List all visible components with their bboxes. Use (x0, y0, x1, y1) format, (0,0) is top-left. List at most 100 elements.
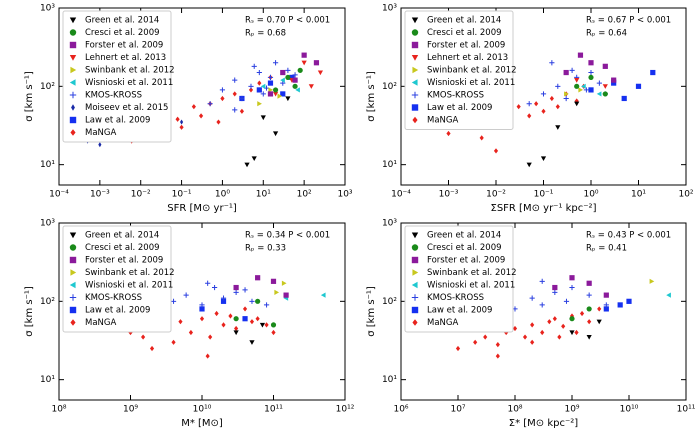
data-point (255, 275, 261, 281)
data-point (626, 298, 632, 304)
legend-label: Law et al. 2009 (85, 306, 150, 316)
data-point (534, 101, 539, 107)
legend-label: Swinbank et al. 2012 (427, 66, 517, 76)
data-point (547, 319, 552, 325)
data-point (191, 104, 196, 110)
data-point (257, 80, 262, 86)
data-point (175, 116, 180, 122)
data-point (557, 334, 562, 340)
data-point (249, 319, 255, 325)
points (455, 275, 671, 359)
legend-marker (412, 116, 418, 124)
legend-box (404, 10, 514, 130)
legend-marker (69, 281, 76, 289)
data-point (539, 278, 545, 284)
data-point (586, 334, 592, 340)
legend-label: Green et al. 2014 (427, 16, 501, 26)
data-point (249, 298, 255, 304)
legend-label: Swinbank et al. 2012 (85, 268, 175, 278)
x-axis-label: SFR [M⊙ yr⁻¹] (167, 203, 237, 214)
y-tick-label: 10³ (40, 219, 55, 229)
annotation: Rₚ = 0.64 (586, 29, 627, 39)
data-point (199, 316, 205, 322)
data-point (455, 345, 461, 352)
x-tick-label: 10⁻⁴ (49, 190, 69, 200)
data-point (292, 83, 298, 89)
data-point (285, 74, 291, 81)
data-point (198, 113, 204, 119)
legend-marker (69, 232, 77, 239)
data-point (98, 142, 102, 148)
data-point (248, 83, 254, 89)
legend-label: Swinbank et al. 2012 (85, 66, 175, 76)
legend-label: Law et al. 2009 (427, 103, 492, 113)
x-tick-label: 10⁹ (123, 405, 138, 415)
y-tick-label: 10³ (40, 4, 55, 14)
data-point (611, 77, 617, 83)
data-point (214, 310, 219, 317)
data-point (301, 52, 307, 58)
legend-label: KMOS-KROSS (427, 293, 484, 303)
data-point (530, 339, 535, 345)
data-point (552, 289, 558, 296)
annotation: Rₚ = 0.33 (245, 244, 286, 254)
data-point (602, 84, 608, 89)
data-point (611, 80, 617, 86)
data-point (233, 330, 239, 336)
data-point (280, 77, 285, 83)
data-point (603, 302, 609, 308)
annotation: Rₛ = 0.43 P < 0.001 (586, 231, 671, 241)
legend-marker (69, 17, 77, 24)
data-point (512, 325, 518, 332)
data-point (207, 101, 213, 107)
panel: 10⁻⁴ 10⁻³ 10⁻² 10⁻¹ 10⁰ 10¹ 10² 10³ 10¹ 10² 10³ SFR… (24, 4, 353, 215)
data-point (564, 91, 569, 97)
data-point (587, 319, 592, 325)
data-point (233, 316, 239, 322)
data-point (313, 60, 320, 66)
data-point (483, 334, 488, 340)
data-point (271, 329, 276, 336)
legend-label: Cresci et al. 2009 (85, 243, 160, 253)
data-point (588, 74, 594, 81)
plot-frame (58, 7, 346, 186)
legend-marker (412, 66, 419, 74)
data-point (232, 77, 238, 83)
data-point (205, 280, 211, 286)
data-point (232, 91, 237, 97)
legend-marker (69, 41, 77, 49)
legend-label: Wisnioski et al. 2011 (85, 281, 173, 291)
data-point (220, 295, 227, 301)
legend-marker (411, 91, 419, 99)
data-point (555, 104, 560, 110)
data-point (183, 292, 189, 298)
data-point (563, 298, 570, 304)
data-point (277, 93, 283, 99)
legend-marker (69, 29, 77, 36)
x-tick-label: 10⁻³ (90, 190, 110, 200)
data-point (588, 60, 594, 66)
data-point (666, 292, 671, 298)
legend-marker (411, 256, 419, 264)
data-point (220, 298, 227, 304)
legend-marker (411, 17, 419, 24)
y-tick-label: 10¹ (40, 160, 55, 170)
data-point (242, 316, 248, 322)
legend-label: KMOS-KROSS (427, 91, 484, 101)
legend-label: KMOS-KROSS (85, 293, 142, 303)
data-point (529, 295, 535, 301)
data-point (283, 292, 289, 298)
legend-marker (411, 41, 419, 49)
data-point (233, 284, 239, 291)
data-point (239, 108, 245, 114)
x-tick-label: 10¹ (256, 190, 271, 200)
data-point (220, 95, 225, 102)
data-point (272, 131, 279, 137)
legend-label: Law et al. 2009 (85, 116, 150, 126)
legend-label: MaNGA (427, 318, 458, 328)
data-point (188, 329, 194, 336)
y-tick-label: 10³ (382, 219, 397, 229)
legend-marker (411, 281, 418, 289)
data-point (211, 284, 218, 291)
data-point (308, 84, 314, 89)
